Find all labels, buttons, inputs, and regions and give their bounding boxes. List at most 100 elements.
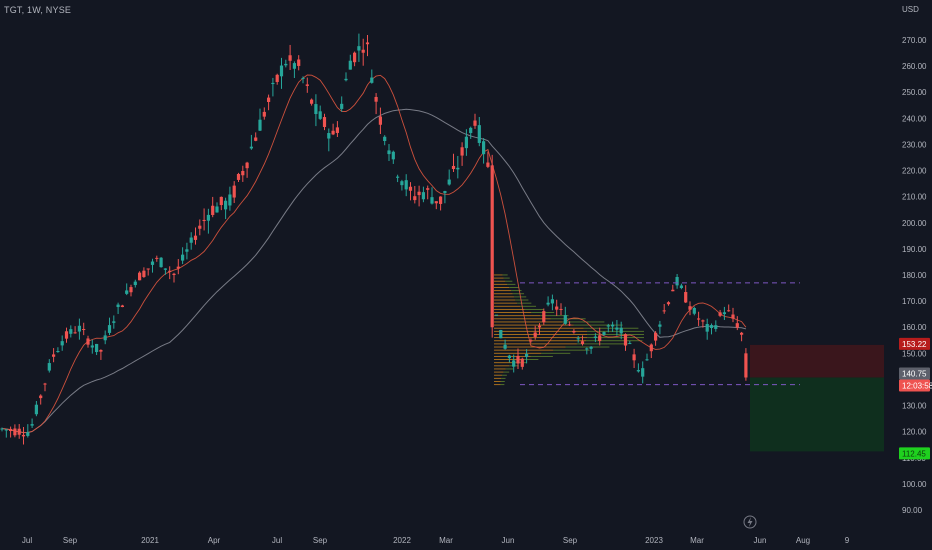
candle-body xyxy=(503,344,507,349)
symbol-title[interactable]: TGT, 1W, NYSE xyxy=(4,5,72,15)
profile-bar xyxy=(494,305,521,307)
candle xyxy=(318,105,322,121)
candle xyxy=(744,348,748,381)
lightning-icon[interactable] xyxy=(743,515,757,529)
candle xyxy=(365,35,370,57)
candle-body xyxy=(284,63,288,66)
candle xyxy=(697,311,701,326)
profile-bar xyxy=(494,355,531,357)
candle-body xyxy=(675,276,679,286)
profile-bar xyxy=(505,368,513,370)
profile-bar xyxy=(505,280,513,282)
candle-body xyxy=(744,353,748,378)
candle-body xyxy=(387,150,391,155)
candle xyxy=(82,322,86,336)
candle xyxy=(232,181,236,203)
candle-body xyxy=(426,188,430,190)
candle-body xyxy=(615,327,619,330)
candle-body xyxy=(447,179,451,185)
candle xyxy=(288,44,292,70)
candle-body xyxy=(374,96,378,102)
candle-body xyxy=(86,338,90,345)
candle-body xyxy=(258,119,262,131)
price-tick-label: 270.00 xyxy=(902,36,927,45)
price-tick-label: 170.00 xyxy=(902,297,927,306)
time-tick-label: Sep xyxy=(313,536,328,545)
candle xyxy=(516,348,520,370)
candle-body xyxy=(576,338,580,340)
candle-body xyxy=(666,302,671,305)
candle-body xyxy=(537,325,542,328)
candle-body xyxy=(735,323,739,328)
profile-bar xyxy=(494,324,574,326)
candle-body xyxy=(340,103,344,109)
candle-body xyxy=(568,324,572,326)
candle xyxy=(64,327,69,343)
time-tick-label: 9 xyxy=(845,536,850,545)
profile-bar xyxy=(512,293,525,295)
candle xyxy=(60,335,64,351)
candle xyxy=(666,301,671,306)
profile-bar xyxy=(494,327,584,329)
price-tick-label: 90.00 xyxy=(902,506,923,515)
candle xyxy=(684,285,688,304)
candle-body xyxy=(357,46,361,51)
candle-body xyxy=(228,194,232,206)
profile-bar xyxy=(550,318,586,320)
candle-body xyxy=(138,272,142,281)
candle xyxy=(176,259,180,275)
candle xyxy=(709,323,714,335)
candle xyxy=(103,330,107,345)
candle xyxy=(722,306,726,321)
candlesticks xyxy=(0,33,748,445)
candle xyxy=(520,357,524,370)
candle-body xyxy=(464,136,468,149)
candle-body xyxy=(439,196,443,204)
price-tick-label: 130.00 xyxy=(902,402,927,411)
candle xyxy=(129,284,133,297)
candle xyxy=(692,306,696,316)
candle-body xyxy=(4,429,8,431)
candle-body xyxy=(705,323,709,332)
short-moving-average xyxy=(1,74,747,434)
candle xyxy=(34,400,38,417)
candle xyxy=(279,57,284,89)
time-tick-label: Jul xyxy=(22,536,32,545)
candle-body xyxy=(64,331,69,339)
candle-body xyxy=(580,341,585,345)
candle-body xyxy=(430,197,434,204)
candle-body xyxy=(331,130,335,135)
candle xyxy=(335,121,339,137)
candle xyxy=(641,361,645,384)
candle-body xyxy=(168,270,172,272)
profile-bar xyxy=(494,302,518,304)
candle xyxy=(679,283,683,290)
candle-body xyxy=(232,185,236,198)
profile-bar xyxy=(494,296,514,298)
candle-body xyxy=(206,214,210,221)
candle-body xyxy=(559,308,563,310)
profile-bar xyxy=(585,340,643,342)
candle xyxy=(632,348,636,368)
candle-body xyxy=(688,306,692,310)
candle xyxy=(90,339,94,354)
candle-body xyxy=(288,55,292,61)
candle xyxy=(533,325,537,340)
profile-bar xyxy=(494,362,515,364)
time-tick-label: Jul xyxy=(272,536,282,545)
candle xyxy=(305,77,309,93)
candle xyxy=(413,185,417,204)
candle-body xyxy=(150,261,155,265)
candle-body xyxy=(322,117,327,127)
candle xyxy=(658,320,662,335)
candle-body xyxy=(589,346,593,349)
profile-bar xyxy=(494,293,513,295)
candle-body xyxy=(271,82,275,85)
countdown-tag-text: 12:03:58 xyxy=(902,381,932,390)
candle xyxy=(408,182,413,201)
candle xyxy=(77,318,81,340)
candle-body xyxy=(396,176,400,178)
candle xyxy=(275,73,279,85)
candle xyxy=(740,331,744,342)
